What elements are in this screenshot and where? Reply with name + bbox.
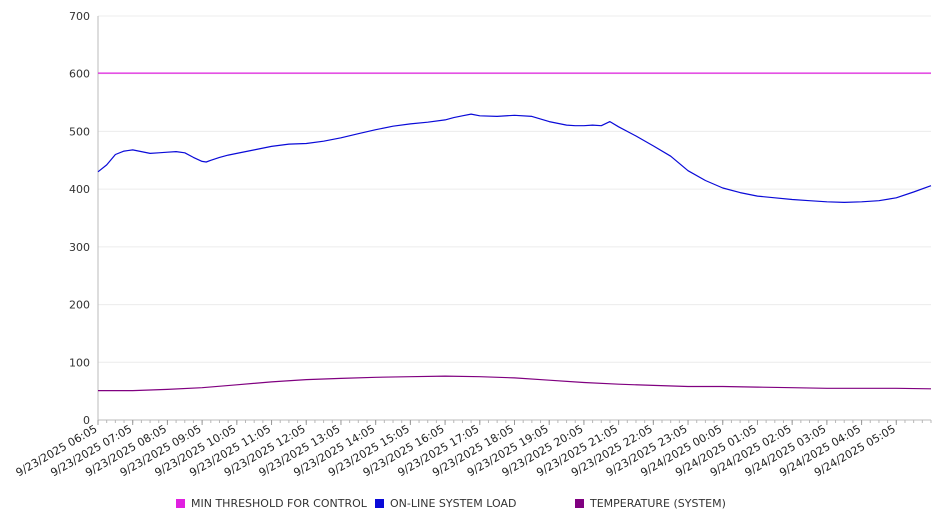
legend: MIN THRESHOLD FOR CONTROL ON-LINE SYSTEM… — [0, 497, 946, 515]
y-tick-label: 0 — [83, 414, 90, 427]
y-tick-label: 500 — [69, 125, 90, 138]
y-axis: 0 100 200 300 400 500 600 700 — [69, 10, 99, 427]
y-tick-label: 400 — [69, 183, 90, 196]
legend-swatch-system-load — [375, 499, 384, 508]
series-line-system-load — [97, 113, 932, 203]
legend-item-temperature[interactable]: TEMPERATURE (SYSTEM) — [575, 497, 726, 510]
legend-swatch-temperature — [575, 499, 584, 508]
legend-item-min-threshold[interactable]: MIN THRESHOLD FOR CONTROL — [176, 497, 367, 510]
series-lines — [97, 72, 932, 392]
grid-lines — [98, 15, 931, 421]
y-tick-label: 100 — [69, 356, 90, 369]
legend-label-system-load: ON-LINE SYSTEM LOAD — [390, 497, 517, 510]
series-line-temperature — [98, 375, 932, 392]
x-axis: 9/23/2025 06:059/23/2025 07:059/23/2025 … — [14, 420, 932, 479]
y-tick-label: 600 — [69, 68, 90, 81]
y-tick-label: 700 — [69, 10, 90, 23]
legend-item-system-load[interactable]: ON-LINE SYSTEM LOAD — [375, 497, 516, 510]
legend-label-temperature: TEMPERATURE (SYSTEM) — [590, 497, 726, 510]
legend-swatch-min-threshold — [176, 499, 185, 508]
y-tick-label: 300 — [69, 241, 90, 254]
legend-label-min-threshold: MIN THRESHOLD FOR CONTROL — [191, 497, 367, 510]
y-tick-label: 200 — [69, 299, 90, 312]
